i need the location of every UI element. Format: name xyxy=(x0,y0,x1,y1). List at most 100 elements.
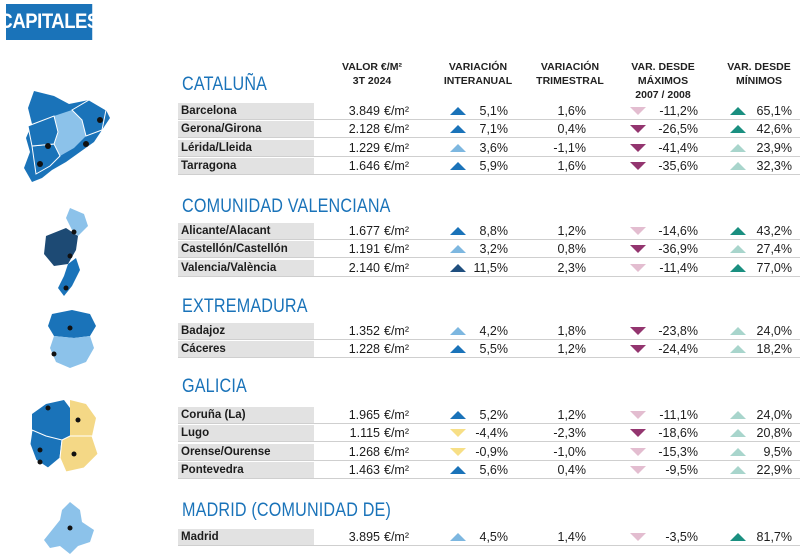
interanual-value: -0,9% xyxy=(475,445,508,459)
minimos-value: 43,2% xyxy=(756,224,792,238)
minimos-value: 32,3% xyxy=(756,159,792,173)
down-arrow-icon xyxy=(630,448,646,456)
trimestral-value: 1,6% xyxy=(557,104,587,118)
interanual-value: 3,2% xyxy=(479,242,509,256)
city-name: Lérida/Lleida xyxy=(178,140,314,156)
price-unit: €/m² xyxy=(384,463,409,477)
price-value: 1.268 xyxy=(348,445,380,459)
minimos-value: 23,9% xyxy=(756,141,792,155)
price-value: 2.128 xyxy=(348,122,380,136)
table-row: Tarragona 1.646 €/m² 5,9% 1,6% -35,6% 32,3% xyxy=(178,157,800,175)
down-arrow-icon xyxy=(450,448,466,456)
price-value: 1.646 xyxy=(348,159,380,173)
trimestral-value: -2,3% xyxy=(553,426,586,440)
price-value: 1.229 xyxy=(348,141,380,155)
row-divider xyxy=(178,119,800,120)
up-arrow-icon xyxy=(730,107,746,115)
trimestral-value: 0,8% xyxy=(557,242,587,256)
trimestral-value: 1,2% xyxy=(557,224,587,238)
price-unit: €/m² xyxy=(384,141,409,155)
up-arrow-icon xyxy=(730,264,746,272)
interanual-value: -4,4% xyxy=(475,426,508,440)
interanual-value: 5,1% xyxy=(479,104,509,118)
table-row: Lérida/Lleida 1.229 €/m² 3,6% -1,1% -41,4% 23,… xyxy=(178,139,800,157)
price-unit: €/m² xyxy=(384,445,409,459)
maximos-value: -14,6% xyxy=(658,224,698,238)
trimestral-value: 1,4% xyxy=(557,530,587,544)
minimos-value: 20,8% xyxy=(756,426,792,440)
up-arrow-icon xyxy=(450,162,466,170)
trimestral-value: -1,0% xyxy=(553,445,586,459)
down-arrow-icon xyxy=(450,429,466,437)
trimestral-value: 2,3% xyxy=(557,261,587,275)
price-value: 1.191 xyxy=(348,242,380,256)
up-arrow-icon xyxy=(450,327,466,335)
down-arrow-icon xyxy=(630,264,646,272)
up-arrow-icon xyxy=(450,466,466,474)
city-name: Badajoz xyxy=(178,323,314,339)
region-title: COMUNIDAD VALENCIANA xyxy=(182,196,391,217)
row-divider xyxy=(178,423,800,424)
interanual-value: 3,6% xyxy=(479,141,509,155)
table-row: Gerona/Girona 2.128 €/m² 7,1% 0,4% -26,5% 42,6… xyxy=(178,120,800,138)
table-row: Alicante/Alacant 1.677 €/m² 8,8% 1,2% -14,6% 4… xyxy=(178,222,800,240)
row-divider xyxy=(178,137,800,138)
header-valor: VALOR €/M² 3T 2024 xyxy=(342,61,402,87)
up-arrow-icon xyxy=(730,411,746,419)
down-arrow-icon xyxy=(630,345,646,353)
minimos-value: 77,0% xyxy=(756,261,792,275)
maximos-value: -9,5% xyxy=(665,463,698,477)
down-arrow-icon xyxy=(630,327,646,335)
trimestral-value: 0,4% xyxy=(557,122,587,136)
maximos-value: -3,5% xyxy=(665,530,698,544)
row-divider xyxy=(178,339,800,340)
down-arrow-icon xyxy=(630,429,646,437)
minimos-value: 9,5% xyxy=(763,445,793,459)
madrid-map-icon xyxy=(44,502,94,554)
price-unit: €/m² xyxy=(384,122,409,136)
row-divider xyxy=(178,545,800,546)
row-divider xyxy=(178,441,800,442)
up-arrow-icon xyxy=(730,429,746,437)
city-name: Madrid xyxy=(178,529,314,545)
interanual-value: 8,8% xyxy=(479,224,509,238)
table-row: Castellón/Castellón 1.191 €/m² 3,2% 0,8% -36,… xyxy=(178,240,800,258)
price-unit: €/m² xyxy=(384,426,409,440)
price-value: 2.140 xyxy=(348,261,380,275)
up-arrow-icon xyxy=(730,227,746,235)
minimos-value: 42,6% xyxy=(756,122,792,136)
down-arrow-icon xyxy=(630,245,646,253)
city-name: Castellón/Castellón xyxy=(178,241,314,257)
trimestral-value: 0,4% xyxy=(557,463,587,477)
price-unit: €/m² xyxy=(384,342,409,356)
trimestral-value: 1,6% xyxy=(557,159,587,173)
region-title: GALICIA xyxy=(182,376,247,397)
up-arrow-icon xyxy=(450,345,466,353)
price-value: 1.677 xyxy=(348,224,380,238)
table-row: Barcelona 3.849 €/m² 5,1% 1,6% -11,2% 65,1% xyxy=(178,102,800,120)
up-arrow-icon xyxy=(450,107,466,115)
up-arrow-icon xyxy=(730,533,746,541)
city-name: Orense/Ourense xyxy=(178,444,314,460)
price-value: 3.849 xyxy=(348,104,380,118)
up-arrow-icon xyxy=(730,327,746,335)
table-row: Orense/Ourense 1.268 €/m² -0,9% -1,0% -15,3% 9… xyxy=(178,443,800,461)
table-row: Coruña (La) 1.965 €/m² 5,2% 1,2% -11,1% 24,0% xyxy=(178,406,800,424)
maximos-value: -23,8% xyxy=(658,324,698,338)
cataluna-map-icon xyxy=(24,91,110,182)
minimos-value: 22,9% xyxy=(756,463,792,477)
interanual-value: 11,5% xyxy=(473,261,508,275)
maximos-value: -11,4% xyxy=(659,261,698,275)
up-arrow-icon xyxy=(450,533,466,541)
trimestral-value: 1,8% xyxy=(557,324,587,338)
trimestral-value: 1,2% xyxy=(557,408,587,422)
region-title: CATALUÑA xyxy=(182,74,268,95)
city-name: Alicante/Alacant xyxy=(178,223,314,239)
minimos-value: 65,1% xyxy=(756,104,792,118)
price-unit: €/m² xyxy=(384,104,409,118)
price-value: 1.115 xyxy=(349,426,380,440)
up-arrow-icon xyxy=(730,345,746,353)
city-name: Cáceres xyxy=(178,341,314,357)
down-arrow-icon xyxy=(630,162,646,170)
table-row: Madrid 3.895 €/m² 4,5% 1,4% -3,5% 81,7% xyxy=(178,528,800,546)
